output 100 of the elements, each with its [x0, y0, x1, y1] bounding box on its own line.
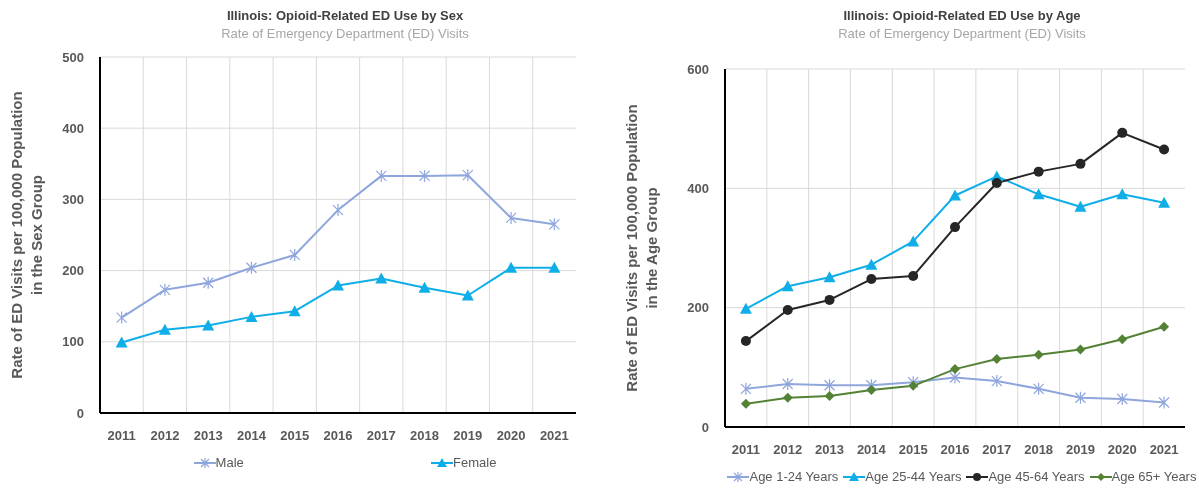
point — [288, 305, 301, 317]
point — [907, 235, 920, 247]
x-tick-label: 2015 — [898, 442, 928, 458]
point — [824, 294, 835, 305]
legend-label: Male — [215, 455, 244, 470]
x-tick-label: 2016 — [323, 428, 353, 444]
point — [461, 289, 474, 301]
point — [202, 319, 215, 331]
point — [782, 392, 793, 403]
point — [950, 364, 960, 375]
y-tick-label: 0 — [701, 419, 709, 435]
point — [991, 353, 1002, 364]
point — [908, 271, 919, 282]
y-axis-title: Rate of ED Visits per 100,000 Population in the Sex Group — [8, 91, 45, 379]
y-tick-label: 500 — [62, 49, 84, 65]
x-tick-label: 2013 — [193, 428, 223, 444]
x-tick-label: 2020 — [1107, 442, 1137, 458]
point — [418, 169, 431, 183]
point — [824, 390, 835, 401]
x-tick-label: 2014 — [856, 442, 887, 458]
point — [991, 177, 1002, 188]
point — [1159, 144, 1170, 155]
point — [289, 248, 301, 262]
point — [158, 323, 171, 335]
point — [505, 211, 517, 225]
point — [1158, 395, 1170, 410]
x-tick-label: 2019 — [1065, 442, 1095, 458]
point — [949, 370, 961, 385]
chart-title: Illinois: Opioid-Related ED Use by Sex — [225, 8, 465, 25]
legend-label: Female — [453, 455, 497, 470]
x-tick-label: 2017 — [366, 428, 396, 444]
point — [332, 279, 344, 291]
y-axis-title: Rate of ED Visits per 100,000 Population in the Age Group — [623, 104, 660, 392]
x-tick-label: 2021 — [1149, 442, 1179, 458]
point — [865, 378, 877, 392]
legend-label: Age 45-64 Years — [988, 469, 1085, 484]
y-tick-label: 200 — [687, 300, 709, 316]
x-tick-label: 2017 — [982, 442, 1012, 458]
legend-label: Age 1-24 Years — [749, 469, 839, 484]
point — [1158, 196, 1171, 208]
x-tick-label: 2015 — [280, 428, 310, 444]
chart-subtitle: Rate of Emergency Department (ED) Visits — [837, 26, 1087, 43]
y-tick-label: 200 — [62, 263, 84, 279]
point — [115, 336, 128, 348]
point — [740, 398, 751, 409]
point — [991, 374, 1003, 388]
point — [908, 380, 919, 391]
point — [740, 382, 752, 396]
point — [1075, 344, 1086, 355]
legend-label: Age 25-44 Years — [865, 469, 962, 484]
point — [1033, 166, 1044, 177]
point — [1117, 334, 1128, 345]
point — [1074, 391, 1087, 405]
point — [1033, 382, 1045, 396]
point — [375, 272, 388, 284]
y-tick-label: 0 — [76, 405, 84, 421]
legend-label: Age 65+ Years — [1111, 469, 1197, 484]
x-tick-label: 2019 — [453, 428, 483, 444]
point — [907, 375, 919, 389]
y-tick-label: 400 — [62, 120, 84, 136]
point — [1075, 158, 1086, 169]
point — [866, 385, 877, 396]
point — [1116, 188, 1129, 200]
y-tick-label: 600 — [687, 61, 709, 77]
y-tick-label: 400 — [687, 180, 709, 196]
point — [462, 168, 474, 182]
x-tick-label: 2021 — [539, 428, 569, 444]
point — [332, 203, 344, 217]
x-tick-label: 2011 — [107, 428, 136, 444]
point — [866, 274, 877, 285]
point — [782, 377, 794, 391]
x-tick-label: 2012 — [773, 442, 803, 458]
point — [1116, 392, 1128, 406]
point — [865, 258, 878, 270]
point — [1159, 321, 1170, 332]
point — [418, 281, 431, 293]
point — [202, 276, 214, 290]
y-tick-label: 100 — [62, 334, 84, 350]
point — [950, 222, 960, 233]
point — [505, 261, 518, 273]
point — [1117, 127, 1128, 138]
point — [1033, 349, 1044, 360]
point — [781, 280, 794, 292]
x-tick-label: 2016 — [940, 442, 970, 458]
point — [375, 169, 387, 183]
x-tick-label: 2018 — [1024, 442, 1054, 458]
point — [782, 305, 793, 316]
point — [245, 261, 258, 275]
x-tick-label: 2014 — [236, 428, 267, 444]
point — [548, 217, 560, 231]
x-tick-label: 2011 — [731, 442, 761, 458]
x-tick-label: 2020 — [496, 428, 526, 444]
point — [949, 189, 961, 201]
chart-title: Illinois: Opioid-Related ED Use by Age — [842, 8, 1082, 25]
point — [740, 336, 751, 347]
point — [548, 261, 561, 273]
point — [245, 310, 258, 322]
point — [116, 310, 128, 325]
point — [1032, 188, 1045, 200]
chart-subtitle: Rate of Emergency Department (ED) Visits — [220, 26, 470, 43]
